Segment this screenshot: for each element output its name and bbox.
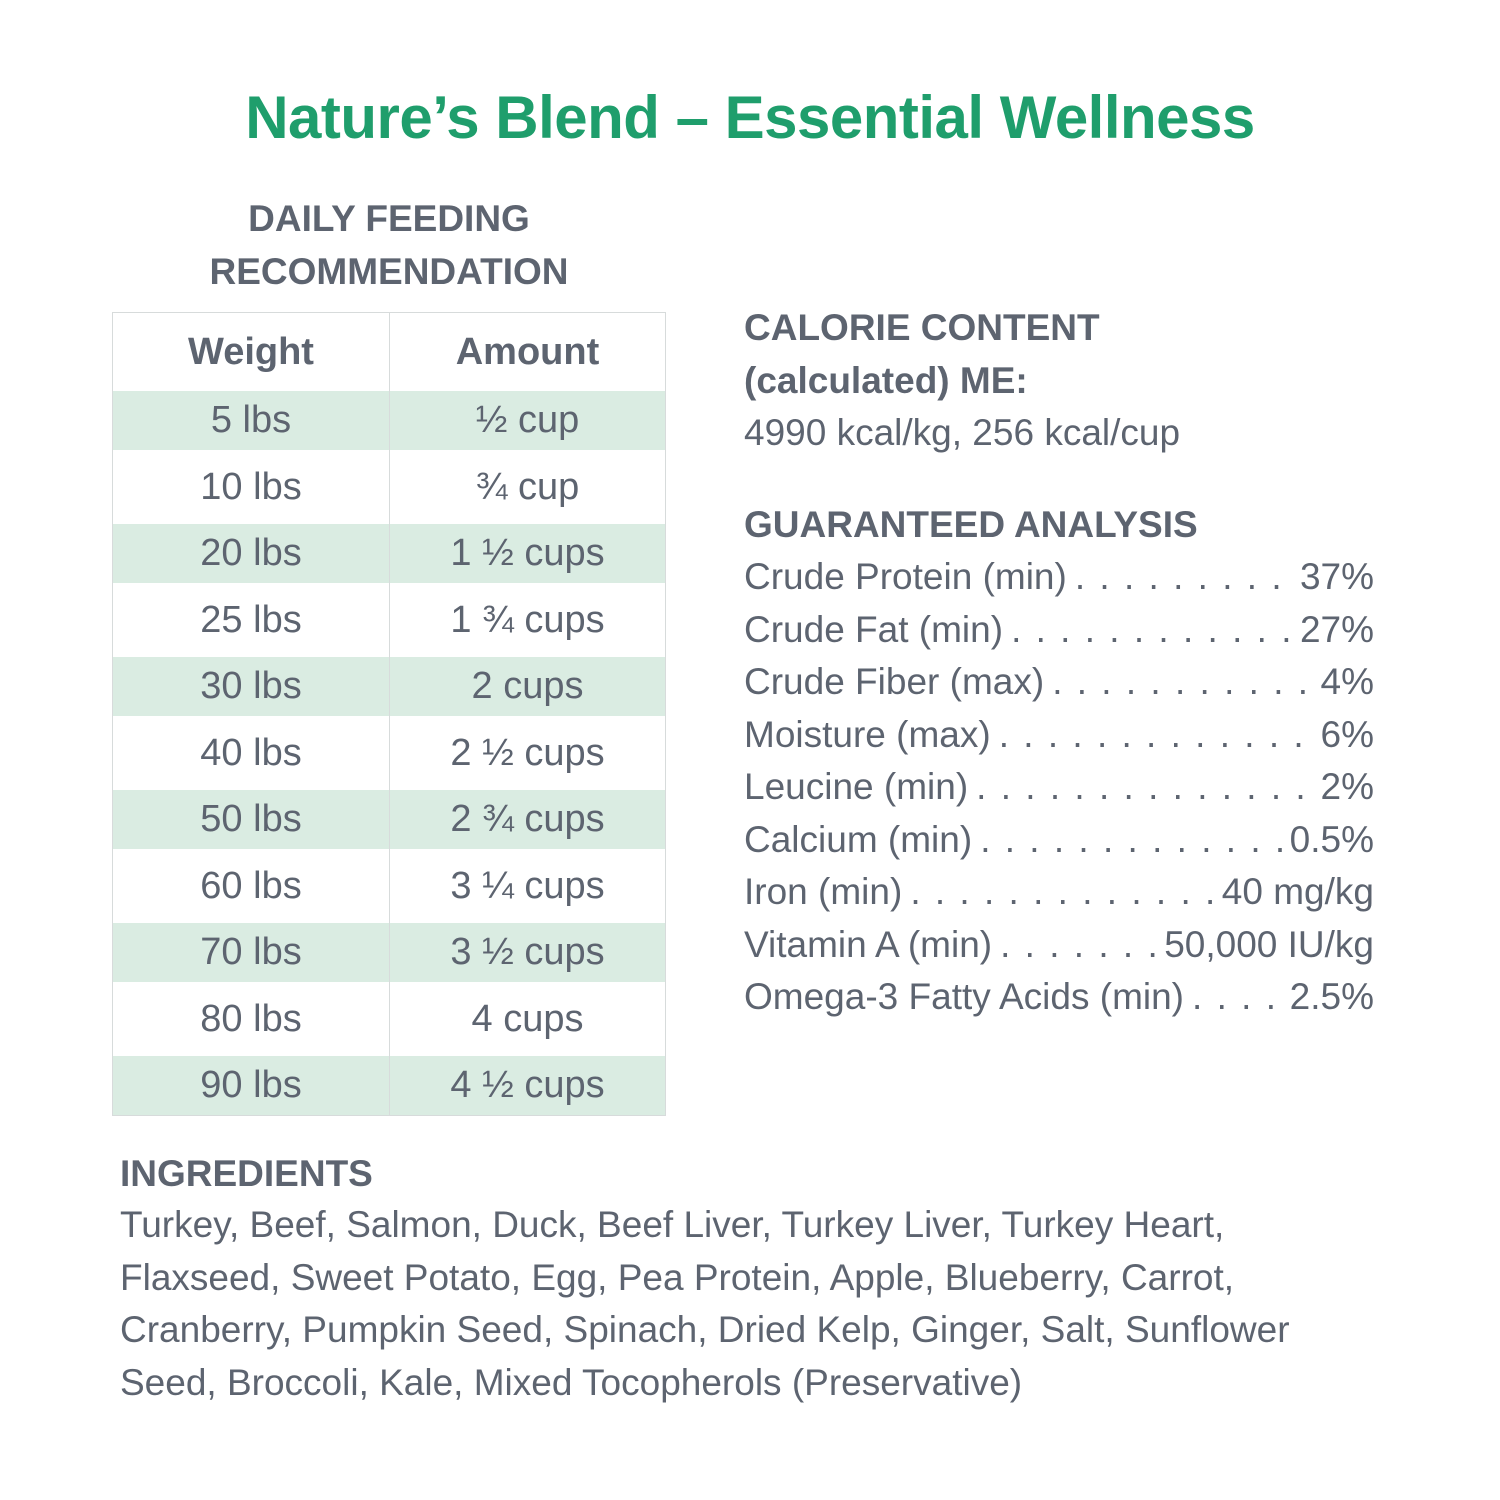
- analysis-item: Crude Fiber (max) 4%: [744, 656, 1374, 709]
- table-row: 25 lbs 1 ¾ cups: [112, 583, 666, 657]
- analysis-item: Iron (min) 40 mg/kg: [744, 866, 1374, 919]
- table-row: 10 lbs ¾ cup: [112, 450, 666, 524]
- dot-leader: [976, 761, 1312, 814]
- analysis-item-name: Crude Protein (min): [744, 556, 1067, 597]
- weight-cell: 10 lbs: [112, 450, 390, 524]
- feeding-heading: DAILY FEEDING RECOMMENDATION: [112, 192, 666, 298]
- analysis-item-name: Vitamin A (min): [744, 923, 993, 965]
- guaranteed-analysis-heading: GUARANTEED ANALYSIS: [744, 504, 1198, 545]
- analysis-item-value: 40 mg/kg: [1221, 871, 1374, 912]
- table-row: 50 lbs 2 ¾ cups: [112, 790, 666, 849]
- dot-leader: [1000, 919, 1156, 972]
- table-row: 60 lbs 3 ¼ cups: [112, 849, 666, 923]
- table-row: 80 lbs 4 cups: [112, 982, 666, 1056]
- analysis-item-name: Calcium (min): [744, 818, 973, 860]
- weight-column-header: Weight: [112, 312, 390, 391]
- amount-cell: ½ cup: [389, 391, 666, 450]
- weight-cell: 5 lbs: [112, 391, 390, 450]
- analysis-item: Vitamin A (min) 50,000 IU/kg: [744, 919, 1374, 972]
- dot-leader: [980, 814, 1281, 867]
- analysis-item: Moisture (max) 6%: [744, 709, 1374, 762]
- analysis-item-name: Leucine (min): [744, 766, 969, 807]
- weight-cell: 20 lbs: [112, 524, 390, 583]
- weight-cell: 60 lbs: [112, 849, 390, 923]
- calorie-heading: CALORIE CONTENT (calculated) ME:: [744, 301, 1394, 407]
- amount-cell: 1 ½ cups: [389, 524, 666, 583]
- analysis-item-value: 37%: [1299, 556, 1374, 597]
- dot-leader: [910, 866, 1213, 919]
- analysis-item: Crude Fat (min) 27%: [744, 604, 1374, 657]
- dot-leader: [999, 709, 1313, 762]
- analysis-item: Calcium (min) 0.5%: [744, 814, 1374, 867]
- analysis-item-value: 4%: [1320, 661, 1374, 702]
- calorie-heading-line2: (calculated) ME:: [744, 360, 1028, 401]
- table-row: 90 lbs 4 ½ cups: [112, 1056, 666, 1116]
- page-title: Nature’s Blend – Essential Wellness: [245, 84, 1255, 151]
- analysis-item: Crude Protein (min) 37%: [744, 551, 1374, 604]
- weight-cell: 25 lbs: [112, 583, 390, 657]
- amount-cell: 4 ½ cups: [389, 1056, 666, 1116]
- feeding-table: Weight Amount 5 lbs ½ cup 10 lbs ¾ cup 2…: [112, 312, 666, 1116]
- analysis-item-value: 27%: [1299, 608, 1374, 650]
- analysis-item-name: Omega-3 Fatty Acids (min): [744, 976, 1185, 1017]
- analysis-item: Leucine (min) 2%: [744, 761, 1374, 814]
- table-row: 30 lbs 2 cups: [112, 657, 666, 716]
- calorie-heading-line1: CALORIE CONTENT: [744, 307, 1100, 348]
- amount-cell: 2 cups: [389, 657, 666, 716]
- weight-cell: 70 lbs: [112, 923, 390, 982]
- analysis-item-value: 2%: [1320, 766, 1374, 807]
- analysis-item-name: Moisture (max): [744, 713, 991, 755]
- amount-column-header: Amount: [389, 312, 666, 391]
- analysis-item-name: Crude Fiber (max): [744, 661, 1045, 702]
- table-row: 20 lbs 1 ½ cups: [112, 524, 666, 583]
- analysis-item-value: 2.5%: [1289, 976, 1374, 1017]
- calorie-value: 4990 kcal/kg, 256 kcal/cup: [744, 412, 1181, 453]
- weight-cell: 80 lbs: [112, 982, 390, 1056]
- amount-cell: 1 ¾ cups: [389, 583, 666, 657]
- analysis-item-value: 50,000 IU/kg: [1164, 923, 1374, 965]
- weight-cell: 90 lbs: [112, 1056, 390, 1116]
- dot-leader: [1052, 656, 1312, 709]
- table-row: 70 lbs 3 ½ cups: [112, 923, 666, 982]
- amount-cell: ¾ cup: [389, 450, 666, 524]
- feeding-heading-line1: DAILY FEEDING: [248, 198, 530, 239]
- analysis-item-name: Iron (min): [744, 871, 903, 912]
- ingredients-list: Turkey, Beef, Salmon, Duck, Beef Liver, …: [120, 1204, 1290, 1403]
- weight-cell: 30 lbs: [112, 657, 390, 716]
- amount-cell: 3 ½ cups: [389, 923, 666, 982]
- guaranteed-analysis-list: Crude Protein (min) 37% Crude Fat (min) …: [744, 551, 1374, 1024]
- weight-cell: 50 lbs: [112, 790, 390, 849]
- analysis-item-value: 6%: [1320, 713, 1374, 755]
- weight-cell: 40 lbs: [112, 716, 390, 790]
- amount-cell: 4 cups: [389, 982, 666, 1056]
- feeding-table-header-row: Weight Amount: [112, 312, 666, 391]
- amount-cell: 2 ¾ cups: [389, 790, 666, 849]
- analysis-item: Omega-3 Fatty Acids (min) 2.5%: [744, 971, 1374, 1024]
- ingredients-heading: INGREDIENTS: [120, 1153, 373, 1194]
- table-row: 5 lbs ½ cup: [112, 391, 666, 450]
- feeding-heading-line2: RECOMMENDATION: [209, 251, 569, 292]
- dot-leader: [1075, 551, 1292, 604]
- amount-cell: 3 ¼ cups: [389, 849, 666, 923]
- analysis-item-name: Crude Fat (min): [744, 608, 1004, 650]
- analysis-item-value: 0.5%: [1289, 818, 1374, 860]
- amount-cell: 2 ½ cups: [389, 716, 666, 790]
- dot-leader: [1192, 971, 1282, 1024]
- dot-leader: [1011, 604, 1292, 657]
- table-row: 40 lbs 2 ½ cups: [112, 716, 666, 790]
